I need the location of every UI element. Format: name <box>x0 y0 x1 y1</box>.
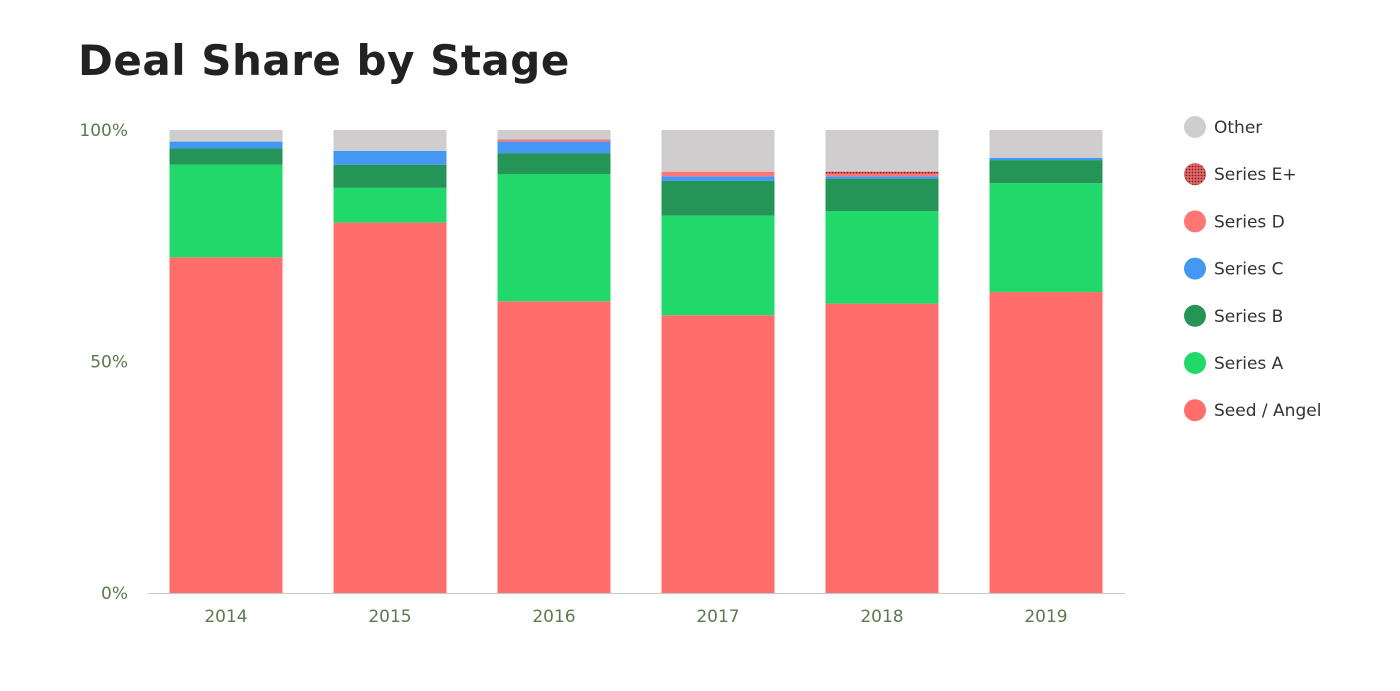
legend-label: Series E+ <box>1214 165 1297 185</box>
bar-2018-series-b <box>825 178 939 212</box>
bar-2015-seed-angel <box>333 222 447 593</box>
bar-2016-series-c <box>497 141 611 154</box>
legend-label: Series B <box>1214 307 1283 327</box>
bar-2017-seed-angel <box>661 315 775 593</box>
x-tick-label: 2016 <box>532 607 575 627</box>
legend-swatch <box>1184 210 1206 233</box>
legend-item-series-e: Series E+ <box>1184 163 1297 186</box>
bar-2018-series-c <box>825 176 939 179</box>
x-axis: 2014 2015 2016 2017 2018 2019 <box>204 607 1067 627</box>
bar-2016-series-d <box>497 139 611 142</box>
legend-item-series-d: Series D <box>1184 210 1285 233</box>
y-tick-label: 100% <box>79 121 128 141</box>
bar-2019-series-b <box>989 160 1103 184</box>
bar-2014-series-c <box>169 141 283 149</box>
bar-2016-series-b <box>497 153 611 174</box>
legend-item-series-c: Series C <box>1184 257 1284 280</box>
bar-2018-series-e <box>825 171 939 174</box>
bar-2019-other <box>989 130 1103 158</box>
bars-group <box>169 130 1103 593</box>
legend-swatch <box>1184 304 1206 327</box>
bar-2016-seed-angel <box>497 301 611 593</box>
bar-2016-series-a <box>497 173 611 302</box>
legend-label: Series A <box>1214 354 1284 374</box>
bar-2018-series-d <box>825 173 939 177</box>
legend-item-seed-angel: Seed / Angel <box>1184 399 1321 422</box>
legend-label: Seed / Angel <box>1214 401 1321 421</box>
bar-2019-series-c <box>989 157 1103 161</box>
bar-2015-series-a <box>333 187 447 223</box>
bar-2014-series-b <box>169 148 283 165</box>
bar-2019-seed-angel <box>989 292 1103 593</box>
bar-2014-other <box>169 130 283 142</box>
x-tick-label: 2018 <box>860 607 903 627</box>
legend-item-other: Other <box>1184 116 1262 138</box>
bar-2014-series-a <box>169 164 283 258</box>
legend-label: Series D <box>1214 212 1285 232</box>
legend-swatch <box>1184 399 1206 422</box>
x-tick-label: 2017 <box>696 607 739 627</box>
bar-2015-series-c <box>333 150 447 165</box>
y-tick-label: 50% <box>90 353 128 373</box>
legend-item-series-b: Series B <box>1184 304 1283 327</box>
y-axis: 0% 50% 100% <box>79 121 128 604</box>
legend-swatch <box>1184 116 1206 138</box>
bar-2018-seed-angel <box>825 303 939 593</box>
bar-2019-series-a <box>989 183 1103 293</box>
y-tick-label: 0% <box>101 584 128 604</box>
bar-2018-series-a <box>825 211 939 304</box>
legend-item-series-a: Series A <box>1184 352 1284 374</box>
legend-swatch <box>1184 352 1206 374</box>
bar-2017-series-c <box>661 176 775 181</box>
bar-2015-series-b <box>333 164 447 188</box>
legend-swatch <box>1184 163 1206 186</box>
legend-label: Series C <box>1214 260 1284 280</box>
bar-2018-other <box>825 130 939 172</box>
chart-title: Deal Share by Stage <box>78 36 570 85</box>
legend: Other Series E+ Series D Series C Series B Se… <box>1184 116 1321 422</box>
legend-swatch <box>1184 257 1206 280</box>
bar-2017-other <box>661 130 775 172</box>
bar-2017-series-b <box>661 180 775 216</box>
x-tick-label: 2014 <box>204 607 247 627</box>
x-tick-label: 2015 <box>368 607 411 627</box>
bar-2017-series-a <box>661 215 775 316</box>
bar-2016-other <box>497 130 611 140</box>
bar-2017-series-d <box>661 171 775 177</box>
bar-2014-seed-angel <box>169 257 283 593</box>
legend-label: Other <box>1214 118 1262 138</box>
x-tick-label: 2019 <box>1024 607 1067 627</box>
bar-2015-other <box>333 130 447 151</box>
